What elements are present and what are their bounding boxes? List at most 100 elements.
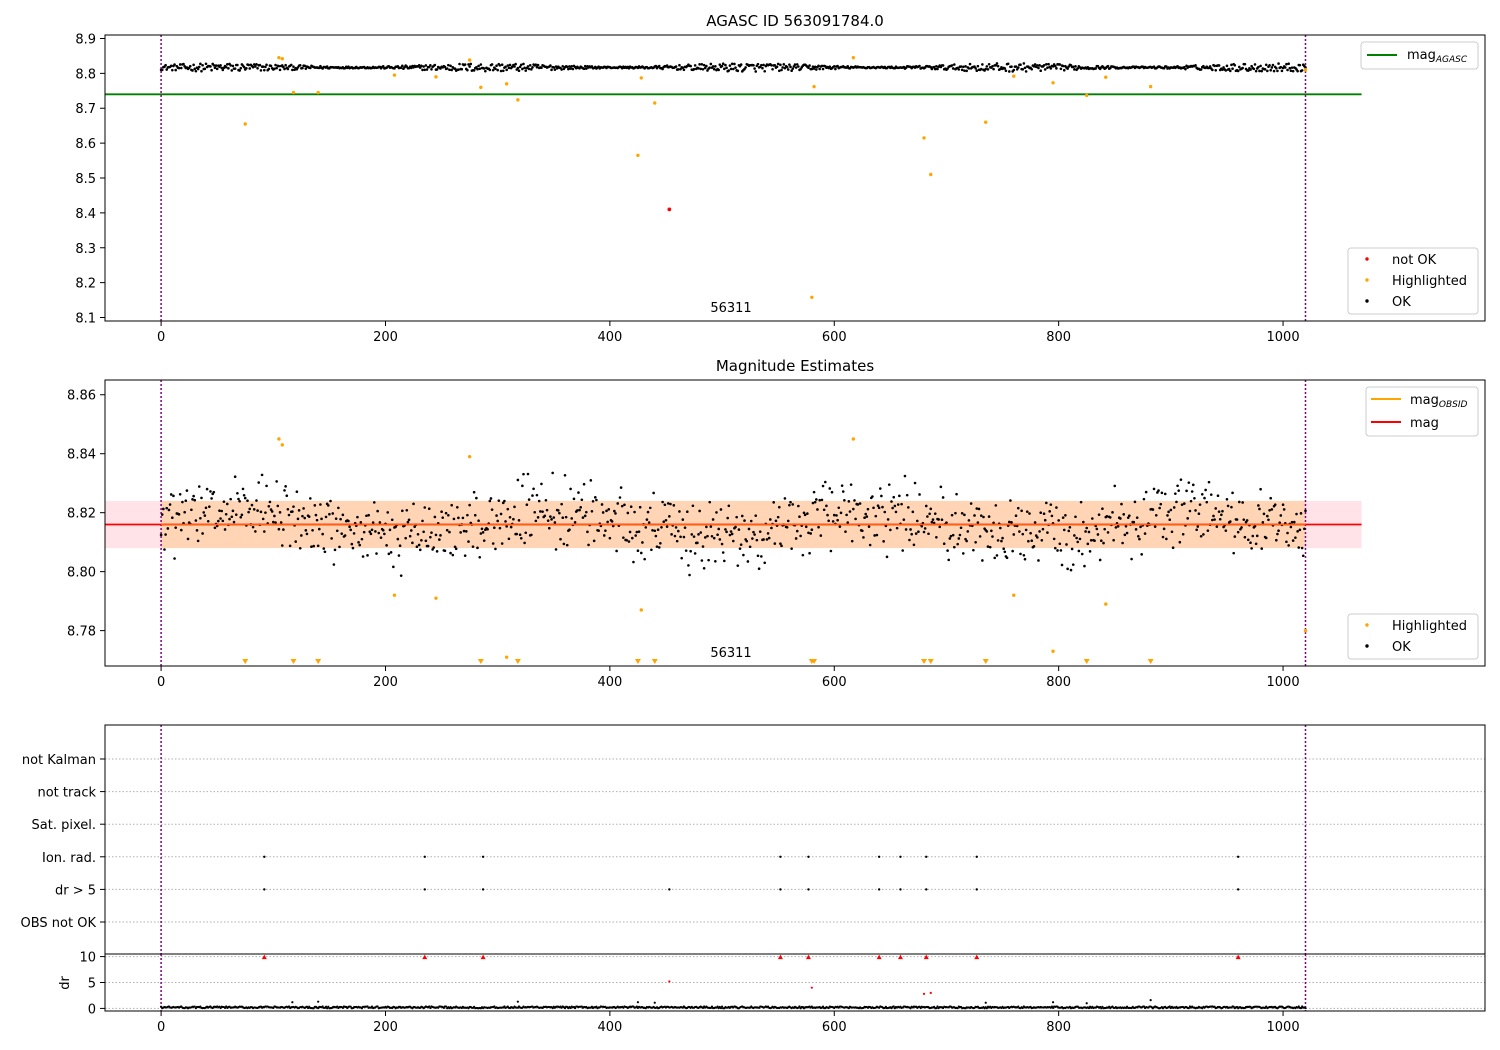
p2-ok-point (169, 493, 173, 496)
p2-ok-point (444, 511, 448, 515)
p2-ok-point (749, 519, 753, 523)
p2-ok-point (192, 494, 195, 498)
p2-ok-point (982, 515, 985, 519)
p4-clipped-marker (422, 954, 428, 960)
p2-ok-point (586, 530, 589, 534)
p2-ok-point (421, 519, 424, 523)
p2-ok-point (284, 485, 287, 488)
p2-ok-point (627, 540, 631, 543)
p1-ok-point (1021, 68, 1025, 71)
p2-ok-point (333, 548, 337, 552)
p2-ok-point (1261, 521, 1265, 524)
p1-ok-point (210, 68, 213, 72)
p1-ok-point (1106, 64, 1110, 68)
p2-ok-point (607, 508, 611, 511)
dr-panel: 0 5 10 0 200 400 600 800 1000 dr (58, 951, 1486, 1035)
p2-ok-point (1028, 512, 1031, 515)
p2-x-tick-label: 0 (157, 675, 165, 690)
p3-flag-point (975, 888, 978, 891)
p2-ok-point (645, 518, 649, 521)
p2-ok-point (286, 507, 290, 511)
p2-ok-point (261, 517, 265, 521)
p2-ok-point (426, 544, 430, 548)
p3-flag-point (1236, 855, 1240, 858)
p2-ok-point (797, 504, 800, 508)
legend-mag-agasc-main: mag (1407, 48, 1436, 63)
p2-ok-point (790, 547, 793, 550)
p2-ok-point (738, 547, 742, 550)
p2-ok-point (486, 527, 489, 531)
p1-ok-point (1231, 67, 1234, 71)
p2-ok-point (995, 554, 999, 557)
p1-ok-point (1208, 65, 1212, 68)
p2-ok-point (536, 516, 540, 519)
p2-ok-point (1170, 530, 1174, 534)
p1-ok-point (697, 67, 700, 70)
p2-ok-point (639, 551, 643, 555)
p1-highlighted-point (653, 101, 657, 105)
p2-ok-point (986, 545, 990, 548)
p3-flag-point (877, 888, 881, 891)
p1-ok-point (507, 66, 511, 70)
p2-ok-point (826, 513, 829, 517)
p4-dr-point (710, 1005, 714, 1008)
p1-ok-point (991, 64, 994, 68)
p2-ok-point (882, 540, 885, 543)
legend-ok: OK (1392, 295, 1411, 310)
p2-ok-point (920, 524, 924, 528)
p2-ok-point (386, 511, 390, 514)
p2-ok-point (270, 510, 274, 513)
p2-ok-point (359, 521, 363, 524)
p1-ok-point (450, 68, 453, 72)
p2-ok-point (977, 507, 981, 511)
p1-highlighted-point (639, 76, 643, 80)
p1-ok-point (291, 68, 294, 72)
p1-highlighted-point (434, 75, 438, 79)
p2-ok-point (251, 525, 255, 529)
p1-y-tick-label: 8.6 (75, 137, 96, 152)
p2-ok-point (546, 519, 550, 522)
p1-ok-point (723, 67, 726, 71)
p2-ok-point (531, 494, 534, 497)
p2-ok-point (1230, 505, 1233, 509)
p2-ok-point (478, 555, 482, 559)
p2-ok-point (370, 528, 374, 532)
p2-ok-point (935, 535, 938, 539)
p2-ok-point (415, 545, 419, 549)
p2-ok-point (191, 498, 194, 501)
p2-ok-point (517, 519, 521, 522)
p2-ok-point (317, 527, 321, 531)
p1-ok-point (817, 64, 820, 68)
p1-x-tick-label: 800 (1046, 330, 1071, 345)
p1-ok-point (700, 62, 704, 66)
p3-flag-point (263, 888, 266, 891)
p2-ok-point (541, 510, 544, 513)
p2-ok-point (495, 514, 498, 517)
p2-ok-point (893, 504, 897, 508)
p2-ok-point (1154, 514, 1158, 517)
p1-ok-point (813, 65, 817, 69)
p2-ok-point (447, 513, 450, 517)
p2-ok-point (848, 510, 852, 513)
p2-ok-point (1122, 513, 1126, 516)
p2-ok-point (987, 515, 991, 518)
p2-ok-point (587, 543, 590, 547)
p1-ok-point (705, 64, 708, 68)
p2-ok-point (362, 530, 366, 534)
p2-ok-point (1171, 546, 1175, 550)
p2-ok-point (615, 549, 618, 553)
p2-ok-point (230, 515, 234, 519)
p2-ok-point (396, 537, 400, 541)
p2-ok-point (466, 513, 469, 517)
p2-ok-point (846, 521, 850, 524)
p1-ok-point (254, 65, 257, 68)
p2-ok-point (1009, 499, 1012, 502)
p2-ok-point (221, 519, 225, 523)
p1-ok-point (828, 65, 832, 68)
p2-ok-point (852, 507, 855, 511)
p2-ok-point (422, 530, 425, 534)
p1-ok-point (730, 62, 734, 66)
p1-ok-point (1047, 62, 1050, 66)
p2-ok-point (836, 518, 839, 522)
p1-ok-point (501, 69, 505, 73)
